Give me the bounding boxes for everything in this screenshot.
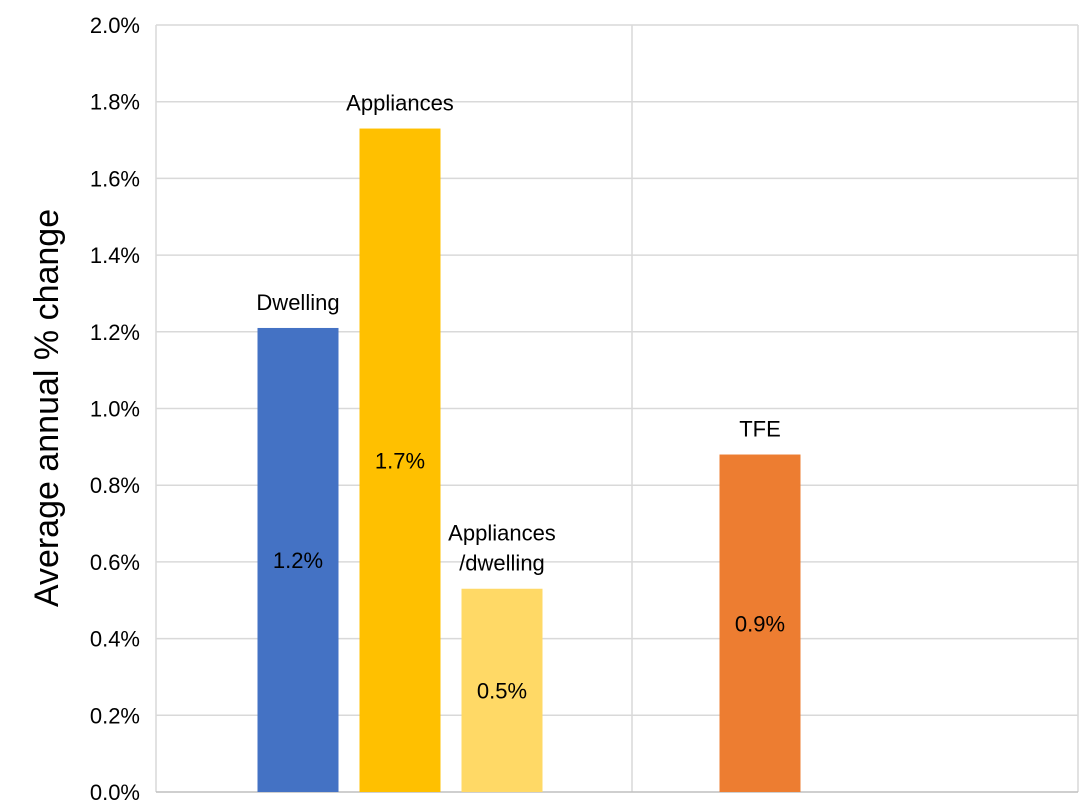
bar [719,454,801,792]
bar [359,128,441,793]
y-tick-label: 0.2% [90,703,140,728]
y-tick-label: 1.0% [90,397,140,422]
y-tick-label: 1.6% [90,166,140,191]
bar [461,588,543,792]
y-tick-label: 0.8% [90,473,140,498]
bar-value-label: 0.5% [477,678,527,703]
y-tick-label: 0.6% [90,550,140,575]
y-tick-labels: 0.0% 0.2% 0.4% 0.6% 0.8% 1.0% 1.2% 1.4% 1.6% 1.8%… [90,13,140,802]
bar-category-label: Dwelling [256,290,339,315]
bars-layer [257,128,801,793]
bar-value-label: 0.9% [735,611,785,636]
bar-labels: Dwelling 1.2% Appliances 1.7% Appliances/dwe… [256,91,785,704]
bar-category-label: TFE [739,417,781,442]
y-tick-label: 0.0% [90,780,140,802]
y-tick-label: 2.0% [90,13,140,38]
y-tick-label: 1.2% [90,320,140,345]
bar-value-label: 1.2% [273,548,323,573]
y-tick-label: 1.4% [90,243,140,268]
bar-category-label: Appliances [448,521,556,546]
y-tick-label: 1.8% [90,90,140,115]
bar [257,327,339,792]
bar-category-label: /dwelling [459,551,545,576]
y-axis-title: Average annual % change [28,209,66,607]
bar-category-label: Appliances [346,91,454,116]
bar-value-label: 1.7% [375,448,425,473]
y-tick-label: 0.4% [90,627,140,652]
